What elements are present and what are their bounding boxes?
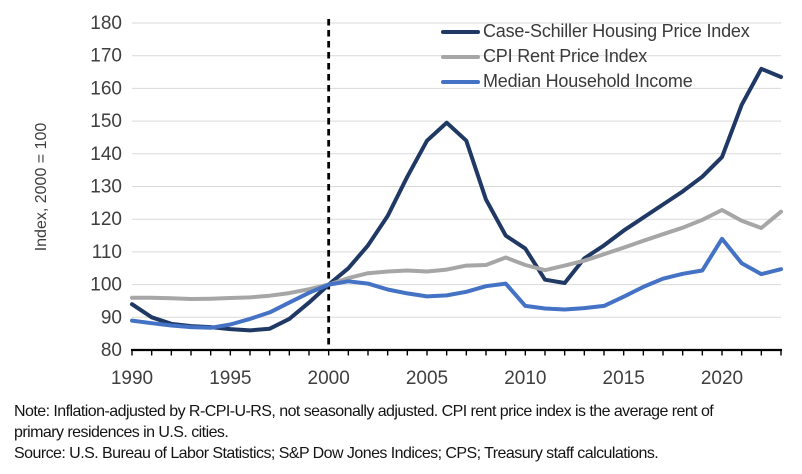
chart-notes: Note: Inflation-adjusted by R-CPI-U-RS, … [14, 401, 756, 464]
x-tick-label: 1990 [111, 368, 153, 389]
note-text: Note: Inflation-adjusted by R-CPI-U-RS, … [14, 403, 714, 441]
series-line-1 [130, 208, 783, 301]
y-tick-label: 120 [90, 209, 122, 230]
axis-layer: 1990 1995 2000 2005 2010 2015 2020 [111, 348, 782, 389]
legend-item-case-schiller: Case-Schiller Housing Price Index [441, 19, 750, 44]
series-line-0 [130, 66, 783, 333]
x-tick-label: 2005 [406, 368, 448, 389]
gridline-layer: 80 90 100 110 120 130 140 150 160 170 180 [90, 13, 781, 361]
y-tick-label: 90 [101, 307, 122, 328]
y-tick-label: 150 [90, 111, 122, 132]
series-layer [130, 66, 783, 333]
y-axis-title: Index, 2000 = 100 [33, 123, 50, 252]
y-tick-label: 180 [90, 13, 122, 34]
y-tick-label: 100 [90, 275, 122, 296]
legend-label-median-income: Median Household Income [483, 71, 693, 91]
x-tick-label: 2010 [504, 368, 546, 389]
x-tick-label: 2020 [701, 368, 743, 389]
source-text: Source: U.S. Bureau of Labor Statistics;… [14, 445, 659, 462]
legend-line-swatch-gray [441, 54, 480, 59]
legend-line-swatch-blue [441, 79, 480, 84]
x-tick-label: 2000 [308, 368, 350, 389]
x-tick-label: 1995 [209, 368, 251, 389]
x-tick-label: 2015 [603, 368, 645, 389]
legend-label-case-schiller: Case-Schiller Housing Price Index [483, 21, 750, 41]
y-tick-label: 170 [90, 46, 122, 67]
y-tick-label: 80 [101, 340, 122, 361]
legend-item-cpi-rent: CPI Rent Price Index [441, 44, 750, 69]
line-chart: Index, 2000 = 100 80 90 100 110 120 130 140 150… [33, 13, 783, 389]
legend-line-swatch-navy [441, 29, 480, 34]
y-tick-label: 140 [90, 144, 122, 165]
y-tick-label: 110 [92, 242, 122, 263]
legend-label-cpi-rent: CPI Rent Price Index [483, 46, 648, 66]
y-tick-label: 160 [90, 78, 122, 99]
y-tick-label: 130 [90, 177, 122, 198]
chart-legend: Case-Schiller Housing Price Index CPI Re… [441, 19, 750, 94]
series-line-2 [130, 236, 783, 330]
legend-item-median-income: Median Household Income [441, 69, 750, 94]
